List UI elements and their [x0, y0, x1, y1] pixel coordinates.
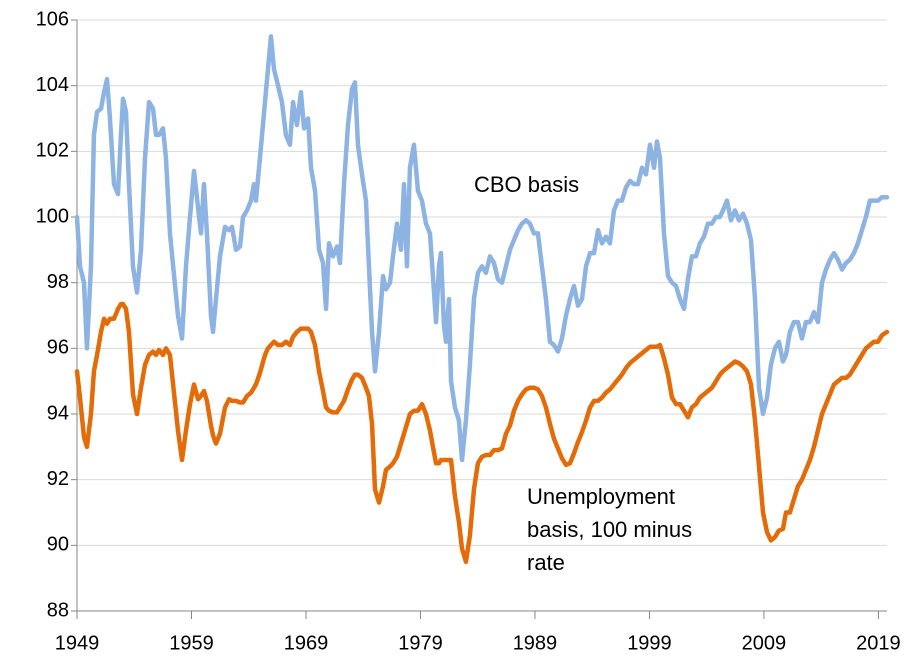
x-tick-label: 2019 — [856, 632, 901, 654]
x-tick-label: 1999 — [627, 632, 672, 654]
series-line — [74, 34, 890, 463]
y-tick-label: 92 — [47, 468, 69, 490]
y-tick-label: 104 — [36, 74, 69, 96]
x-tick-label: 1969 — [284, 632, 329, 654]
series-annotation: Unemployment basis, 100 minus rate — [527, 484, 693, 575]
series-line — [74, 301, 890, 564]
x-tick-label: 2009 — [742, 632, 787, 654]
y-tick-label: 102 — [36, 140, 69, 162]
x-tick-label: 1949 — [55, 632, 100, 654]
x-tick-label: 1959 — [169, 632, 214, 654]
y-tick-label: 100 — [36, 205, 69, 227]
y-tick-label: 90 — [47, 534, 69, 556]
y-tick-label: 98 — [47, 271, 69, 293]
y-tick-label: 88 — [47, 599, 69, 621]
x-tick-label: 1979 — [398, 632, 443, 654]
x-tick-label: 1989 — [513, 632, 558, 654]
y-tick-label: 94 — [47, 402, 69, 424]
series-annotation: CBO basis — [474, 172, 580, 197]
y-tick-label: 106 — [36, 8, 69, 30]
y-tick-label: 96 — [47, 337, 69, 359]
